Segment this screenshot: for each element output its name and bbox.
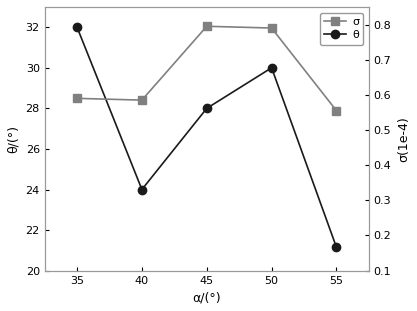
X-axis label: α/(°): α/(°) [192, 291, 221, 304]
θ [204, 106, 209, 110]
θ [334, 245, 339, 249]
σ [204, 25, 209, 28]
Y-axis label: σ(1e-4): σ(1e-4) [397, 116, 410, 162]
σ [269, 26, 274, 30]
θ [269, 66, 274, 70]
θ [139, 188, 144, 191]
Line: σ: σ [73, 22, 341, 115]
Line: θ: θ [73, 23, 341, 252]
σ [334, 109, 339, 113]
σ [139, 98, 144, 102]
Y-axis label: θ/(°): θ/(°) [7, 125, 20, 153]
σ [75, 96, 80, 100]
Legend: σ, θ: σ, θ [320, 12, 363, 45]
θ [75, 26, 80, 29]
